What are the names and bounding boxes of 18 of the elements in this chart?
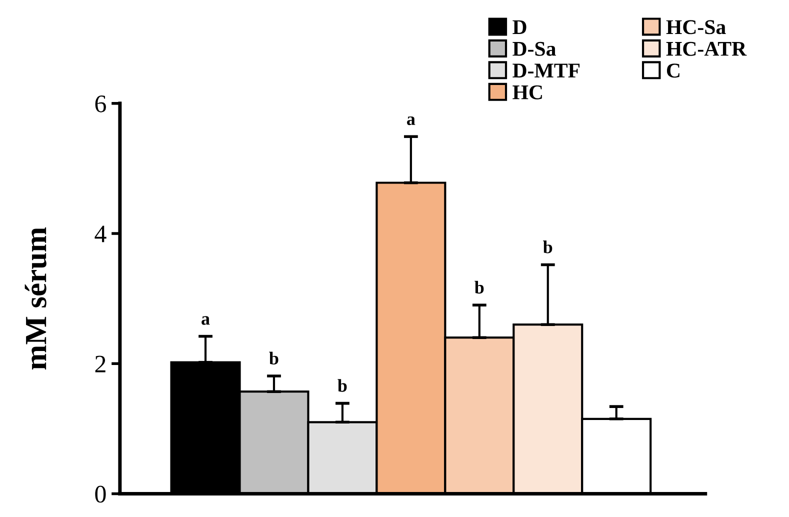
annotation: b — [474, 280, 484, 294]
legend-label: HC — [512, 85, 542, 100]
annotation: b — [543, 240, 552, 254]
annotation: b — [338, 379, 347, 392]
y-tick-label: 0 — [95, 486, 106, 503]
legend-label: HC-Sa — [666, 20, 726, 34]
legend-label: HC-ATR — [666, 42, 747, 56]
annotation: a — [202, 316, 210, 325]
y-tick-label: 6 — [95, 96, 106, 112]
legend-label: C — [666, 64, 680, 78]
legend-label: D-Sa — [512, 42, 556, 56]
y-tick-label: 2 — [95, 356, 106, 372]
y-tick-label: 4 — [94, 226, 106, 242]
legend-label: D — [512, 20, 526, 34]
annotation: a — [407, 116, 416, 126]
annotation: b — [269, 352, 278, 365]
legend-label: D-MTF — [512, 64, 580, 78]
y-axis-title: mM sérum — [24, 227, 46, 370]
